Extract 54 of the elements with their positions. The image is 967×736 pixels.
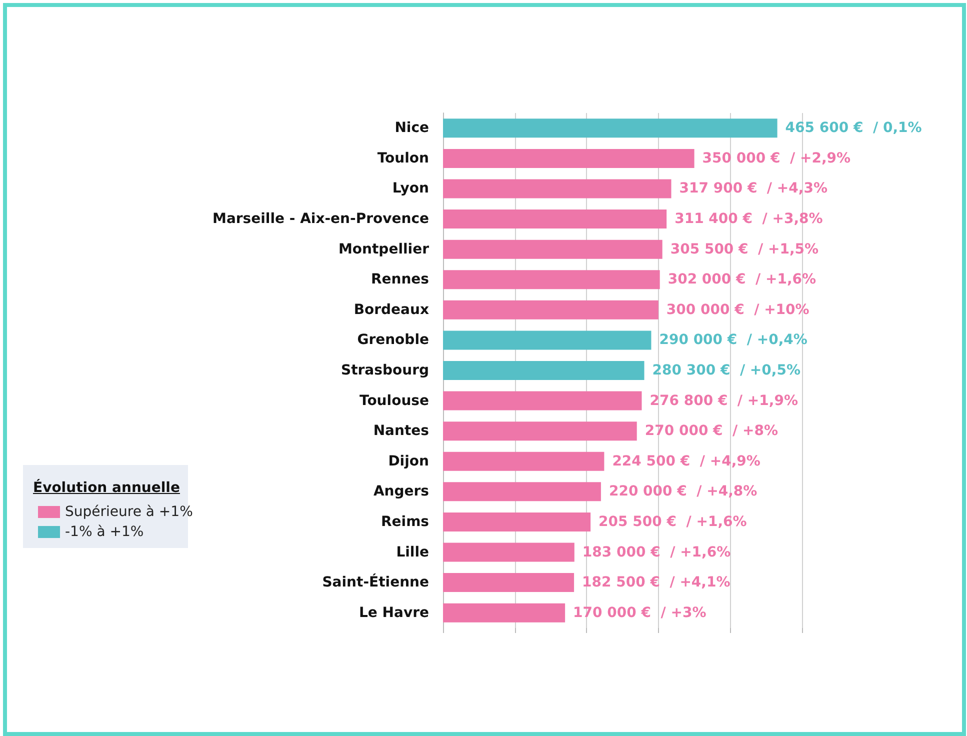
y-tick-label: Montpellier	[338, 241, 430, 258]
bar	[443, 603, 566, 622]
y-tick-label: Marseille - Aix-en-Provence	[212, 211, 429, 228]
data-label: 270 000 € / +8%	[644, 423, 778, 440]
data-label: 302 000 € / +1,6%	[668, 272, 816, 288]
bar	[443, 573, 574, 592]
bar	[443, 330, 652, 350]
data-label: 182 500 € / +4,1%	[582, 574, 730, 591]
data-label: 183 000 € / +1,6%	[582, 544, 731, 560]
y-tick-label: Dijon	[388, 453, 429, 470]
bar	[443, 270, 660, 290]
y-tick-label: Grenoble	[357, 332, 429, 348]
data-label: 170 000 € / +3%	[573, 604, 706, 621]
data-label: 311 400 € / +3,8%	[674, 211, 823, 228]
data-label: 305 500 € / +1,5%	[670, 241, 819, 258]
bar	[443, 391, 642, 410]
data-label: 220 000 € / +4,8%	[608, 484, 758, 500]
bar	[443, 148, 694, 168]
bar	[443, 179, 672, 198]
data-label: 205 500 € / +1,6%	[598, 514, 747, 530]
data-label: 276 800 € / +1,9%	[650, 392, 798, 409]
y-tick-label: Bordeaux	[354, 302, 429, 318]
y-tick-label: Rennes	[370, 272, 429, 288]
y-tick-label: Nantes	[373, 423, 429, 440]
bar	[443, 452, 604, 471]
y-tick-label: Toulon	[377, 150, 429, 166]
y-tick-label: Le Havre	[359, 604, 429, 621]
y-tick-label: Lille	[396, 544, 429, 560]
bar	[443, 542, 574, 562]
y-tick-label: Lyon	[392, 180, 429, 197]
data-label: 280 300 € / +0,5%	[652, 362, 800, 378]
data-label: 350 000 € / +2,9%	[702, 150, 851, 166]
legend-title: Évolution annuelle	[33, 480, 180, 496]
y-tick-label: Nice	[394, 120, 429, 136]
bar	[443, 512, 591, 532]
y-tick-label: Reims	[381, 514, 429, 530]
y-tick-label: Saint-Étienne	[322, 574, 429, 591]
data-label: 317 900 € / +4,3%	[679, 180, 828, 197]
y-tick-label: Strasbourg	[341, 362, 429, 378]
data-label: 300 000 € / +10%	[666, 302, 810, 318]
bar	[443, 361, 644, 380]
legend-label: -1% à +1%	[65, 524, 144, 540]
bar	[443, 210, 667, 229]
data-label: 465 600 € / 0,1%	[785, 120, 922, 136]
data-label: 290 000 € / +0,4%	[659, 332, 808, 348]
bar	[443, 300, 658, 320]
data-label: 224 500 € / +4,9%	[612, 453, 760, 470]
y-tick-label: Toulouse	[360, 392, 429, 409]
bar	[443, 118, 778, 138]
bar	[443, 482, 601, 502]
bar	[443, 240, 662, 259]
y-tick-label: Angers	[373, 484, 429, 500]
bar	[443, 422, 637, 441]
legend-label: Supérieure à +1%	[65, 504, 193, 520]
